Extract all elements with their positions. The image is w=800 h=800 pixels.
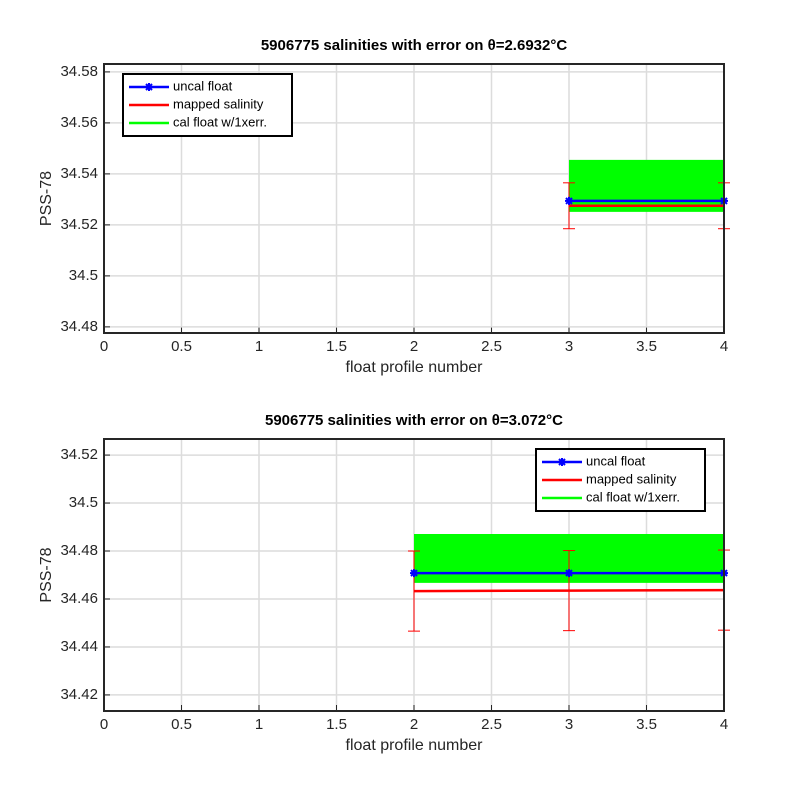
y-tick-label: 34.54: [60, 165, 98, 182]
error-band: [569, 159, 724, 212]
x-tick-label: 2: [410, 338, 418, 355]
x-tick-label: 3.5: [636, 716, 657, 733]
axes-box: [103, 438, 725, 712]
legend-label: cal float w/1xerr.: [173, 114, 267, 129]
legend-label: mapped salinity: [586, 471, 677, 486]
y-tick-label: 34.5: [69, 494, 98, 511]
y-tick-label: 34.52: [60, 446, 98, 463]
error-bar: [563, 182, 575, 230]
legend-label: uncal float: [586, 453, 646, 468]
legend-label: uncal float: [173, 78, 233, 93]
y-tick-label: 34.42: [60, 686, 98, 703]
marker: [565, 569, 573, 578]
x-tick-label: 1: [255, 338, 263, 355]
y-tick-label: 34.5: [69, 267, 98, 284]
y-axis-label: PSS-78: [38, 171, 55, 226]
marker: [410, 569, 418, 578]
x-tick-label: 2.5: [481, 716, 502, 733]
y-tick-label: 34.48: [60, 542, 98, 559]
legend-label: cal float w/1xerr.: [586, 489, 680, 504]
x-tick-label: 4: [720, 338, 728, 355]
axes-box: [103, 63, 725, 334]
y-tick-label: 34.58: [60, 63, 98, 80]
legend-label: mapped salinity: [173, 96, 264, 111]
legend-marker: [145, 83, 153, 91]
x-axis-label: float profile number: [346, 737, 484, 754]
y-tick-label: 34.52: [60, 216, 98, 233]
x-tick-label: 1: [255, 716, 263, 733]
x-tick-label: 3.5: [636, 338, 657, 355]
marker: [565, 196, 573, 205]
x-tick-label: 0.5: [171, 716, 192, 733]
y-tick-label: 34.48: [60, 318, 98, 335]
x-tick-label: 3: [565, 716, 573, 733]
x-tick-label: 4: [720, 716, 728, 733]
x-tick-label: 2.5: [481, 338, 502, 355]
x-tick-label: 2: [410, 716, 418, 733]
chart-title: 5906775 salinities with error on θ=3.072…: [265, 412, 563, 429]
x-tick-label: 1.5: [326, 338, 347, 355]
x-axis-label: float profile number: [346, 359, 484, 376]
x-tick-label: 0: [100, 716, 108, 733]
x-tick-label: 1.5: [326, 716, 347, 733]
error-bar: [563, 550, 575, 632]
x-tick-label: 0: [100, 338, 108, 355]
y-tick-label: 34.56: [60, 114, 98, 131]
x-tick-label: 3: [565, 338, 573, 355]
legend-marker: [558, 458, 566, 466]
y-tick-label: 34.44: [60, 638, 98, 655]
chart-title: 5906775 salinities with error on θ=2.693…: [261, 37, 568, 54]
y-tick-label: 34.46: [60, 590, 98, 607]
error-bar: [408, 550, 420, 632]
x-tick-label: 0.5: [171, 338, 192, 355]
y-axis-label: PSS-78: [38, 547, 55, 602]
